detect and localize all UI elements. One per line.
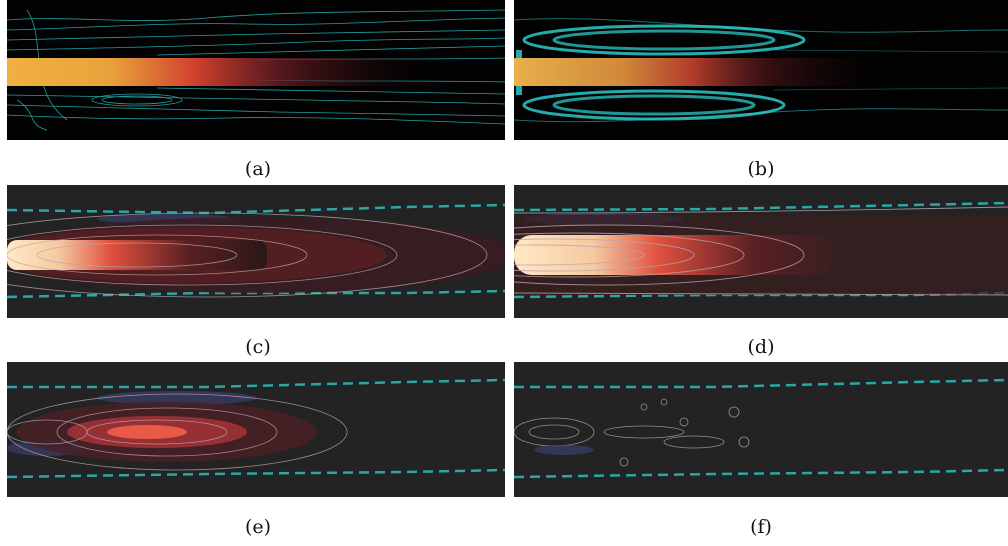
panel-a [7,0,505,140]
caption-c: (c) [245,336,271,358]
jet-core [7,58,427,86]
boundary-bottom [7,289,505,299]
boundary-top [7,203,505,215]
streamlines [514,18,1008,123]
contour-lines [514,398,750,467]
boundary-bottom [7,468,505,479]
panel-e [7,362,505,497]
caption-a: (a) [244,158,272,180]
caption-d: (d) [747,336,775,358]
panel-f [514,362,1008,497]
caption-b: (b) [747,158,775,180]
boundary-top [514,201,1008,212]
contour-lines [7,212,488,298]
caption-f: (f) [750,516,772,538]
boundary-top [7,378,505,389]
boundary-bottom [514,468,1008,479]
boundary-bottom [514,291,1008,299]
caption-e: (e) [244,516,272,538]
panel-b [514,0,1008,140]
contour-lines [514,206,1008,296]
boundary-top [514,378,1008,389]
jet-core [514,58,874,86]
contour-lines [7,393,348,471]
negative-lobe [97,391,257,405]
panel-c [7,185,505,318]
panel-d [514,185,1008,318]
